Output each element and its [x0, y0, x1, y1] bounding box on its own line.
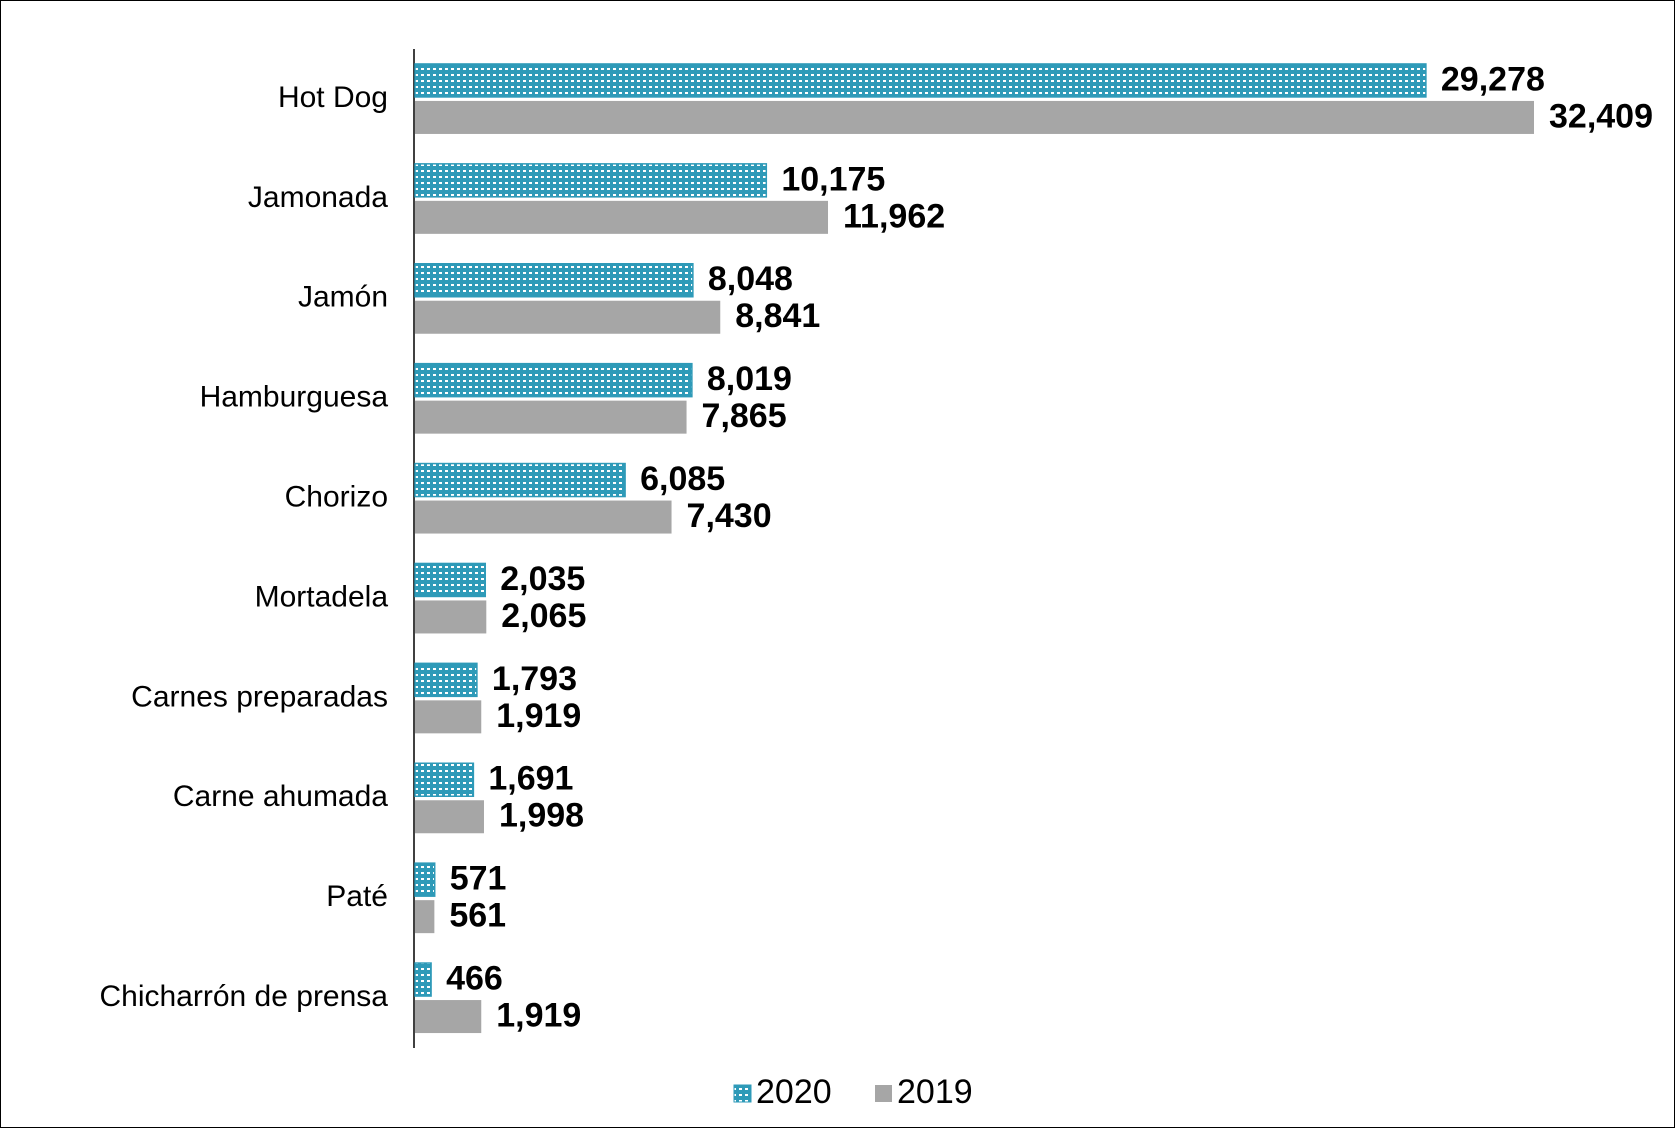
data-label-2019: 1,919 — [496, 997, 581, 1035]
data-label-2019: 8,841 — [735, 297, 820, 335]
category-label: Carne ahumada — [173, 780, 388, 813]
bar-2019 — [415, 500, 672, 534]
data-label-2020: 10,175 — [781, 160, 885, 198]
legend-swatch-2020 — [733, 1084, 752, 1103]
bar-2019 — [415, 700, 482, 734]
data-label-2019: 7,865 — [702, 397, 787, 435]
bar-2020 — [414, 862, 436, 897]
legend-swatch-2019 — [875, 1085, 892, 1102]
data-label-2020: 29,278 — [1441, 60, 1545, 98]
bar-2020 — [414, 163, 768, 198]
data-label-2019: 32,409 — [1549, 97, 1653, 135]
bar-2020 — [414, 762, 475, 797]
legend-label-2019: 2019 — [897, 1073, 973, 1111]
bar-2020 — [414, 662, 478, 698]
bar-2019 — [415, 600, 487, 634]
bar-2020 — [414, 63, 1427, 98]
bar-2020 — [414, 462, 626, 498]
data-label-2020: 571 — [450, 860, 507, 898]
bar-2019 — [415, 1000, 482, 1034]
data-label-2020: 8,019 — [707, 360, 792, 398]
category-label: Paté — [326, 880, 388, 913]
data-label-2019: 11,962 — [843, 197, 945, 235]
data-label-2020: 8,048 — [708, 260, 793, 298]
bar-2019 — [415, 400, 687, 434]
bar-2020 — [414, 562, 487, 598]
data-label-2020: 6,085 — [640, 460, 725, 498]
data-label-2020: 466 — [446, 960, 503, 998]
data-label-2019: 7,430 — [687, 497, 772, 535]
legend-label-2020: 2020 — [756, 1073, 832, 1111]
legend: 2020 2019 — [733, 1073, 973, 1111]
category-label: Chicharrón de prensa — [99, 980, 388, 1013]
bar-2019 — [415, 300, 721, 334]
category-label: Jamón — [298, 281, 388, 314]
bar-2019 — [415, 900, 435, 934]
bar-2019 — [415, 800, 484, 834]
data-label-2019: 561 — [449, 897, 506, 935]
data-label-2020: 1,691 — [488, 760, 573, 798]
data-label-2019: 2,065 — [501, 597, 586, 635]
category-label: Hamburguesa — [200, 381, 389, 414]
category-label: Jamonada — [248, 181, 388, 214]
category-label: Carnes preparadas — [131, 680, 388, 713]
bar-2020 — [414, 962, 432, 997]
bar-2019 — [415, 200, 829, 234]
category-label: Mortadela — [255, 580, 389, 613]
data-label-2020: 1,793 — [492, 660, 577, 698]
data-label-2019: 1,919 — [496, 697, 581, 735]
bar-2020 — [414, 263, 694, 298]
data-label-2019: 1,998 — [499, 797, 584, 835]
data-label-2020: 2,035 — [500, 560, 585, 598]
category-label: Hot Dog — [278, 81, 388, 114]
bar-2020 — [414, 362, 693, 398]
bar-2019 — [415, 100, 1534, 134]
category-label: Chorizo — [285, 480, 388, 513]
